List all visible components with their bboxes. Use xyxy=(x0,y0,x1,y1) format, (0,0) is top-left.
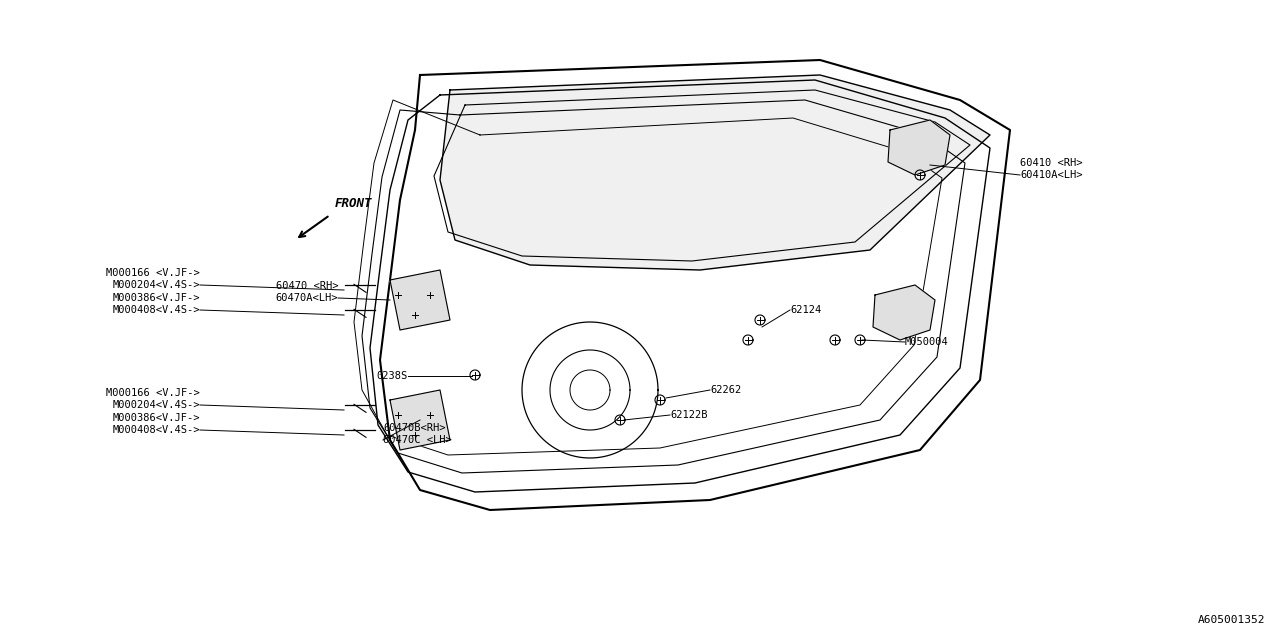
Text: M000408<V.4S->: M000408<V.4S-> xyxy=(113,305,200,315)
Text: 62262: 62262 xyxy=(710,385,741,395)
Polygon shape xyxy=(390,390,451,450)
Text: A605001352: A605001352 xyxy=(1198,615,1265,625)
Text: M050004: M050004 xyxy=(905,337,948,347)
Text: M000166 <V.JF->: M000166 <V.JF-> xyxy=(106,388,200,398)
Polygon shape xyxy=(390,270,451,330)
Text: M000166 <V.JF->: M000166 <V.JF-> xyxy=(106,268,200,278)
Text: M000204<V.4S->: M000204<V.4S-> xyxy=(113,400,200,410)
Text: M000408<V.4S->: M000408<V.4S-> xyxy=(113,425,200,435)
Text: M000204<V.4S->: M000204<V.4S-> xyxy=(113,280,200,290)
Text: 60410 <RH>: 60410 <RH> xyxy=(1020,158,1083,168)
Text: 0238S: 0238S xyxy=(376,371,408,381)
Text: FRONT: FRONT xyxy=(335,197,372,210)
Polygon shape xyxy=(888,120,950,175)
Polygon shape xyxy=(440,75,989,270)
Text: 62124: 62124 xyxy=(790,305,822,315)
Text: 60410A<LH>: 60410A<LH> xyxy=(1020,170,1083,180)
Polygon shape xyxy=(873,285,934,340)
Polygon shape xyxy=(380,60,1010,510)
Text: 60470B<RH>: 60470B<RH> xyxy=(383,423,445,433)
Text: 60470 <RH>: 60470 <RH> xyxy=(275,281,338,291)
Text: M000386<V.JF->: M000386<V.JF-> xyxy=(113,293,200,303)
Text: 62122B: 62122B xyxy=(669,410,708,420)
Text: M000386<V.JF->: M000386<V.JF-> xyxy=(113,413,200,423)
Text: 60470A<LH>: 60470A<LH> xyxy=(275,293,338,303)
Text: 60470C <LH>: 60470C <LH> xyxy=(383,435,452,445)
